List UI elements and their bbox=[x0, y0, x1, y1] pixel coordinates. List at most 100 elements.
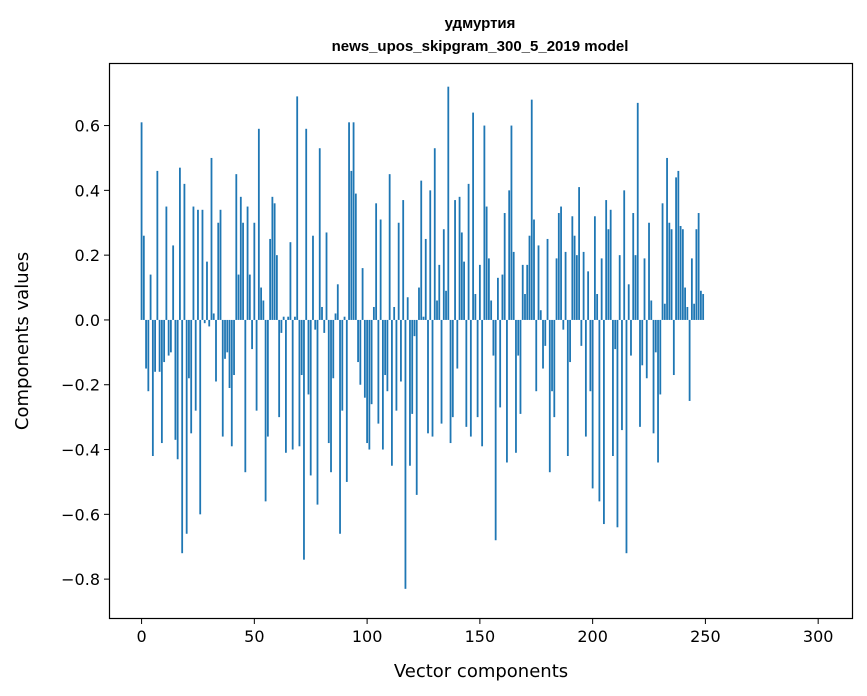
y-tick-label: 0.6 bbox=[75, 117, 100, 136]
bar-232 bbox=[663, 303, 666, 320]
x-tick-label: 100 bbox=[352, 627, 383, 646]
bar-87 bbox=[336, 284, 339, 320]
bar-106 bbox=[379, 219, 382, 320]
x-tick-label: 0 bbox=[136, 627, 146, 646]
bar-235 bbox=[670, 229, 673, 320]
bar-50 bbox=[253, 222, 256, 320]
bar-151 bbox=[481, 319, 484, 447]
bar-10 bbox=[163, 319, 166, 363]
bar-214 bbox=[623, 190, 626, 320]
bar-61 bbox=[278, 319, 281, 418]
bar-18 bbox=[181, 319, 184, 554]
bar-131 bbox=[436, 300, 438, 320]
bar-183 bbox=[553, 319, 556, 418]
bar-140 bbox=[456, 319, 459, 369]
bar-67 bbox=[291, 319, 294, 450]
bar-196 bbox=[582, 251, 585, 320]
bar-56 bbox=[266, 319, 269, 437]
y-tick-label: −0.6 bbox=[61, 505, 100, 524]
bar-24 bbox=[194, 319, 197, 411]
bar-94 bbox=[352, 122, 355, 320]
bar-57 bbox=[269, 238, 272, 320]
bar-16 bbox=[176, 319, 179, 460]
bar-82 bbox=[325, 232, 328, 320]
x-axis: 0 50 100 150 200 250 300 bbox=[136, 618, 833, 646]
bar-26 bbox=[199, 319, 202, 515]
bar-0 bbox=[140, 122, 143, 320]
bar-138 bbox=[451, 319, 454, 418]
chart-title: удмуртия bbox=[445, 15, 516, 32]
bar-225 bbox=[648, 222, 650, 320]
bar-147 bbox=[472, 112, 474, 320]
bar-233 bbox=[666, 157, 668, 320]
bar-189 bbox=[566, 319, 569, 457]
bar-121 bbox=[413, 319, 416, 337]
bar-118 bbox=[406, 297, 409, 320]
bar-182 bbox=[551, 319, 553, 392]
bar-168 bbox=[519, 319, 522, 414]
bar-62 bbox=[280, 319, 283, 333]
bar-27 bbox=[201, 209, 204, 320]
bar-36 bbox=[221, 319, 224, 437]
bar-178 bbox=[542, 319, 544, 369]
bar-124 bbox=[420, 180, 423, 320]
bar-197 bbox=[584, 319, 587, 437]
bar-74 bbox=[307, 319, 310, 395]
bar-172 bbox=[528, 235, 531, 320]
bar-69 bbox=[296, 96, 299, 320]
bar-43 bbox=[237, 274, 240, 320]
bar-171 bbox=[526, 264, 529, 320]
bar-165 bbox=[512, 251, 515, 320]
bar-152 bbox=[483, 125, 486, 320]
y-tick-label: −0.8 bbox=[61, 570, 100, 589]
bar-91 bbox=[345, 319, 348, 482]
bar-240 bbox=[681, 229, 684, 320]
bar-244 bbox=[690, 258, 693, 320]
bar-175 bbox=[535, 319, 538, 392]
bar-104 bbox=[375, 203, 378, 320]
bar-132 bbox=[438, 264, 441, 320]
bar-206 bbox=[605, 200, 608, 320]
bar-194 bbox=[578, 187, 580, 320]
bar-144 bbox=[465, 319, 468, 427]
bar-145 bbox=[467, 183, 470, 320]
bar-32 bbox=[212, 313, 215, 320]
bar-58 bbox=[271, 196, 274, 320]
bar-122 bbox=[415, 319, 418, 495]
bar-65 bbox=[287, 316, 290, 320]
y-tick-label: −0.4 bbox=[61, 441, 100, 460]
bar-200 bbox=[591, 319, 594, 489]
x-tick-label: 250 bbox=[690, 627, 721, 646]
bar-193 bbox=[575, 255, 578, 320]
bar-55 bbox=[264, 319, 267, 502]
bar-123 bbox=[418, 287, 420, 320]
bar-21 bbox=[188, 319, 190, 379]
bar-78 bbox=[316, 319, 319, 505]
x-tick-label: 200 bbox=[577, 627, 608, 646]
bar-9 bbox=[160, 319, 163, 444]
bar-85 bbox=[332, 319, 335, 379]
bar-202 bbox=[596, 294, 599, 320]
bar-73 bbox=[305, 128, 308, 320]
bar-25 bbox=[197, 209, 199, 320]
bar-181 bbox=[548, 319, 551, 473]
bar-47 bbox=[246, 206, 249, 320]
bar-117 bbox=[404, 319, 407, 589]
bar-4 bbox=[149, 274, 152, 320]
bar-177 bbox=[539, 310, 542, 320]
bar-216 bbox=[627, 284, 630, 320]
bar-130 bbox=[433, 148, 436, 320]
bar-23 bbox=[192, 206, 195, 320]
y-axis: −0.8 −0.6 −0.4 −0.2 0.0 0.2 0.4 0.6 bbox=[61, 117, 110, 589]
bar-83 bbox=[327, 319, 330, 444]
bar-6 bbox=[154, 319, 156, 372]
bar-34 bbox=[217, 222, 220, 320]
bar-63 bbox=[282, 316, 285, 320]
bar-93 bbox=[350, 170, 353, 320]
bar-97 bbox=[359, 319, 362, 385]
bar-221 bbox=[639, 319, 641, 427]
bar-84 bbox=[330, 319, 332, 473]
x-axis-label: Vector components bbox=[394, 661, 568, 682]
bar-114 bbox=[397, 222, 400, 320]
